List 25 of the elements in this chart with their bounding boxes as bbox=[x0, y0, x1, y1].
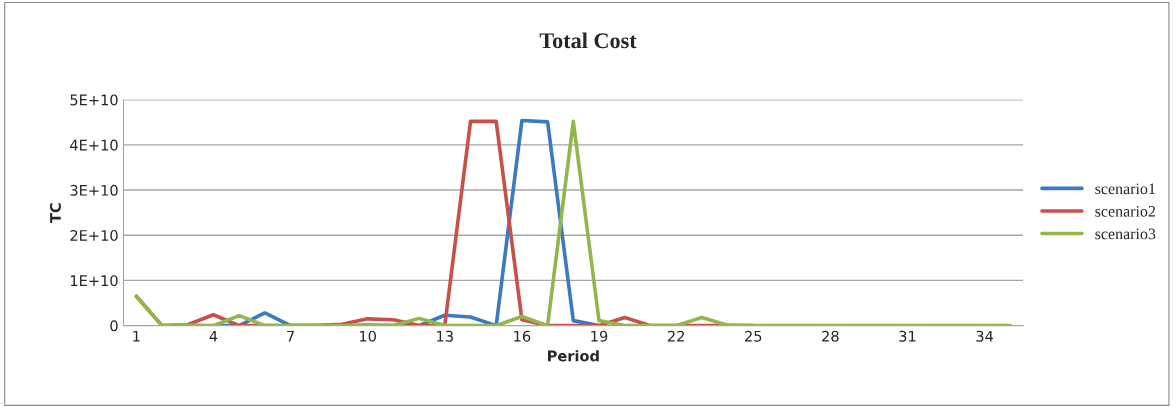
x-tick-label: 19 bbox=[591, 330, 608, 342]
legend-label: scenario2 bbox=[1095, 205, 1156, 217]
line-series bbox=[134, 119, 1013, 326]
y-tick-label: 5E+10 bbox=[70, 94, 118, 106]
x-tick-label: 25 bbox=[745, 330, 762, 342]
x-tick-label: 13 bbox=[437, 330, 453, 342]
x-tick-label: 10 bbox=[359, 330, 376, 342]
x-tick-label: 31 bbox=[899, 330, 916, 342]
y-tick-label: 3E+10 bbox=[70, 184, 118, 196]
x-tick-label: 34 bbox=[976, 330, 994, 342]
x-tick-label: 28 bbox=[822, 330, 839, 342]
y-axis-title: TC bbox=[49, 203, 61, 223]
x-tick-label: 16 bbox=[514, 330, 531, 342]
x-tick-label: 4 bbox=[209, 330, 218, 342]
y-tick-label: 2E+10 bbox=[70, 229, 118, 241]
y-tick-label: 0 bbox=[110, 320, 118, 332]
x-tick-label: 1 bbox=[133, 330, 140, 342]
y-tick-label: 4E+10 bbox=[70, 139, 118, 151]
y-tick-label: 1E+10 bbox=[70, 275, 118, 287]
x-tick-label: 22 bbox=[667, 330, 684, 342]
x-tick-label: 7 bbox=[287, 330, 294, 342]
chart-title: Total Cost bbox=[539, 32, 637, 49]
legend-label: scenario3 bbox=[1095, 228, 1156, 240]
legend-label: scenario1 bbox=[1095, 183, 1155, 195]
x-axis-title: Period bbox=[548, 350, 599, 362]
